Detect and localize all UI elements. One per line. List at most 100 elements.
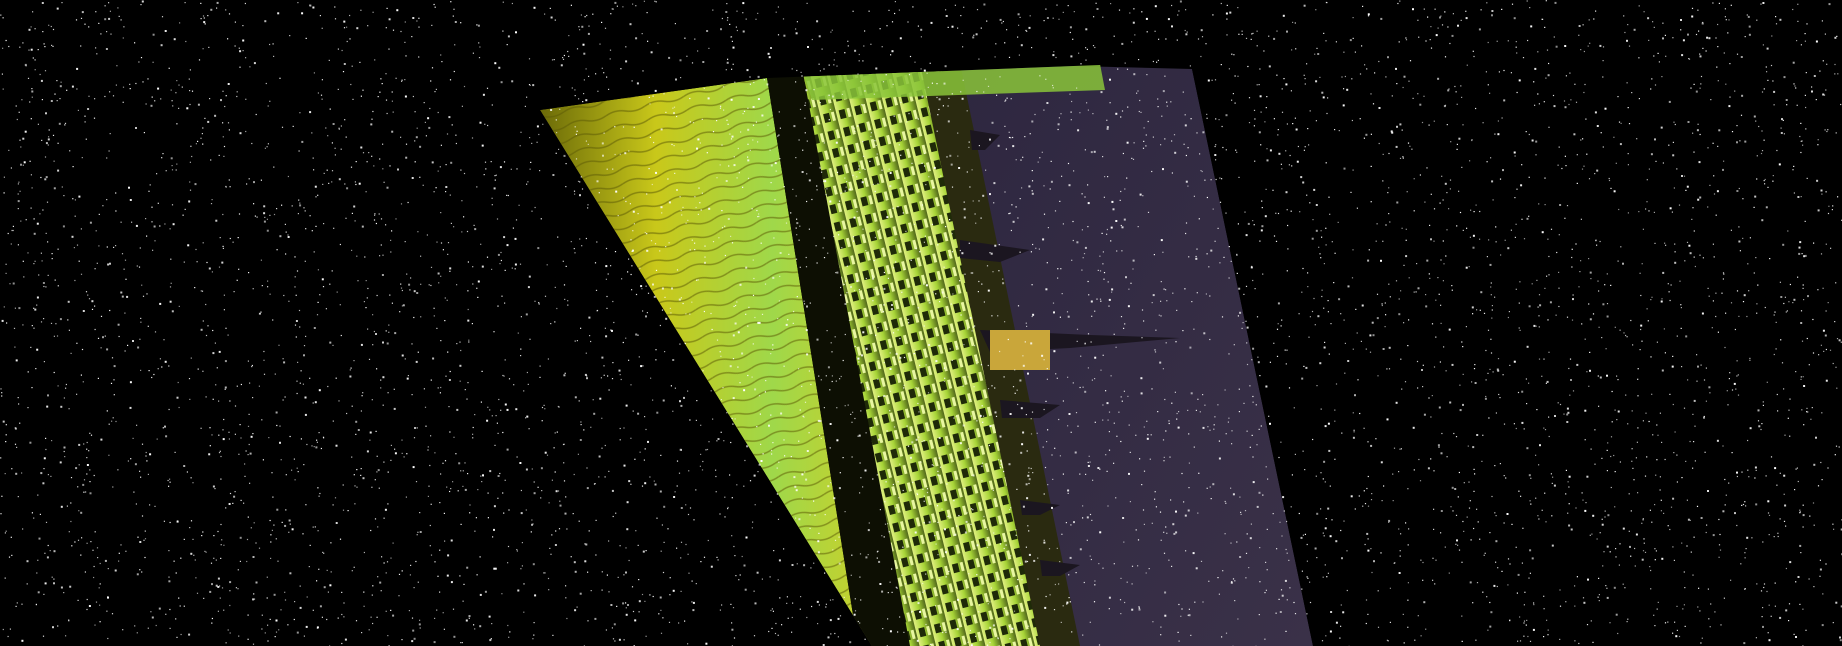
noise-speck xyxy=(1350,495,1353,498)
noise-speck xyxy=(398,573,401,575)
noise-speck xyxy=(1680,19,1682,21)
noise-speck xyxy=(1740,114,1743,116)
noise-speck xyxy=(410,277,412,279)
noise-speck xyxy=(1120,190,1122,193)
noise-speck xyxy=(1545,77,1547,79)
noise-speck xyxy=(366,450,369,453)
noise-speck xyxy=(429,524,431,527)
noise-speck xyxy=(637,544,639,546)
noise-speck xyxy=(1359,73,1362,75)
noise-speck xyxy=(439,392,441,394)
noise-speck xyxy=(757,98,760,100)
noise-speck xyxy=(1547,74,1550,77)
noise-speck xyxy=(482,93,485,96)
noise-speck xyxy=(1032,472,1034,474)
noise-speck xyxy=(1475,639,1477,641)
noise-speck xyxy=(1062,223,1064,225)
noise-speck xyxy=(1507,40,1509,42)
noise-speck xyxy=(628,258,630,260)
noise-speck xyxy=(491,104,493,106)
noise-speck xyxy=(530,161,532,163)
noise-speck xyxy=(8,45,10,48)
noise-speck xyxy=(625,60,628,63)
noise-speck xyxy=(826,330,828,332)
noise-speck xyxy=(1507,584,1509,586)
noise-speck xyxy=(1295,48,1297,50)
noise-speck xyxy=(1645,208,1647,210)
noise-speck xyxy=(1596,538,1598,540)
noise-speck xyxy=(1578,34,1580,36)
noise-speck xyxy=(143,132,145,134)
noise-speck xyxy=(298,150,300,152)
noise-speck xyxy=(35,368,37,370)
noise-speck xyxy=(1793,633,1795,635)
noise-speck xyxy=(806,353,809,356)
noise-speck xyxy=(176,163,178,165)
noise-speck xyxy=(976,363,978,365)
noise-speck xyxy=(968,573,970,575)
noise-speck xyxy=(1012,145,1015,148)
noise-speck xyxy=(852,10,854,12)
noise-speck xyxy=(520,568,522,570)
noise-speck xyxy=(506,408,509,411)
noise-speck xyxy=(1068,597,1070,599)
noise-speck xyxy=(378,487,380,489)
noise-speck xyxy=(1084,149,1086,151)
noise-speck xyxy=(459,364,462,367)
noise-speck xyxy=(17,193,19,195)
noise-speck xyxy=(1386,418,1389,421)
noise-speck xyxy=(755,121,757,123)
noise-speck xyxy=(1753,206,1755,208)
noise-speck xyxy=(662,399,665,402)
noise-speck xyxy=(1588,258,1590,260)
noise-speck xyxy=(520,489,522,492)
noise-speck xyxy=(1827,212,1830,215)
noise-speck xyxy=(1012,136,1014,139)
noise-speck xyxy=(321,278,324,281)
noise-speck xyxy=(354,181,356,183)
noise-speck xyxy=(989,425,992,428)
noise-speck xyxy=(471,137,474,139)
noise-speck xyxy=(1651,296,1653,298)
noise-speck xyxy=(529,84,531,86)
noise-speck xyxy=(318,568,320,570)
noise-speck xyxy=(282,358,284,360)
noise-speck xyxy=(1457,496,1459,498)
noise-speck xyxy=(1188,462,1190,464)
noise-speck xyxy=(1617,260,1619,262)
noise-speck xyxy=(841,93,843,95)
noise-speck xyxy=(368,358,371,360)
noise-speck xyxy=(1811,407,1813,409)
noise-speck xyxy=(385,27,387,29)
noise-speck xyxy=(1795,581,1797,583)
noise-speck xyxy=(1367,441,1369,443)
noise-speck xyxy=(888,168,890,170)
noise-speck xyxy=(1022,156,1024,158)
noise-speck xyxy=(555,490,558,493)
noise-speck xyxy=(1643,11,1645,13)
noise-speck xyxy=(141,0,144,3)
noise-speck xyxy=(146,293,148,295)
noise-speck xyxy=(716,177,718,179)
noise-speck xyxy=(1016,488,1018,490)
noise-speck xyxy=(1779,18,1782,21)
noise-speck xyxy=(1806,23,1808,25)
noise-speck xyxy=(1693,256,1695,258)
noise-speck xyxy=(635,333,638,336)
noise-speck xyxy=(161,366,163,368)
noise-speck xyxy=(1340,604,1342,606)
noise-speck xyxy=(693,519,695,521)
noise-speck xyxy=(201,133,203,135)
noise-speck xyxy=(63,450,65,453)
noise-speck xyxy=(493,187,496,190)
noise-speck xyxy=(1275,612,1277,614)
noise-speck xyxy=(1333,282,1335,284)
noise-speck xyxy=(330,571,332,573)
noise-speck xyxy=(1160,281,1162,283)
noise-speck xyxy=(1307,286,1309,288)
noise-speck xyxy=(696,279,698,281)
noise-speck xyxy=(344,638,347,641)
noise-speck xyxy=(145,451,147,454)
noise-speck xyxy=(915,378,917,380)
noise-speck xyxy=(171,310,174,313)
